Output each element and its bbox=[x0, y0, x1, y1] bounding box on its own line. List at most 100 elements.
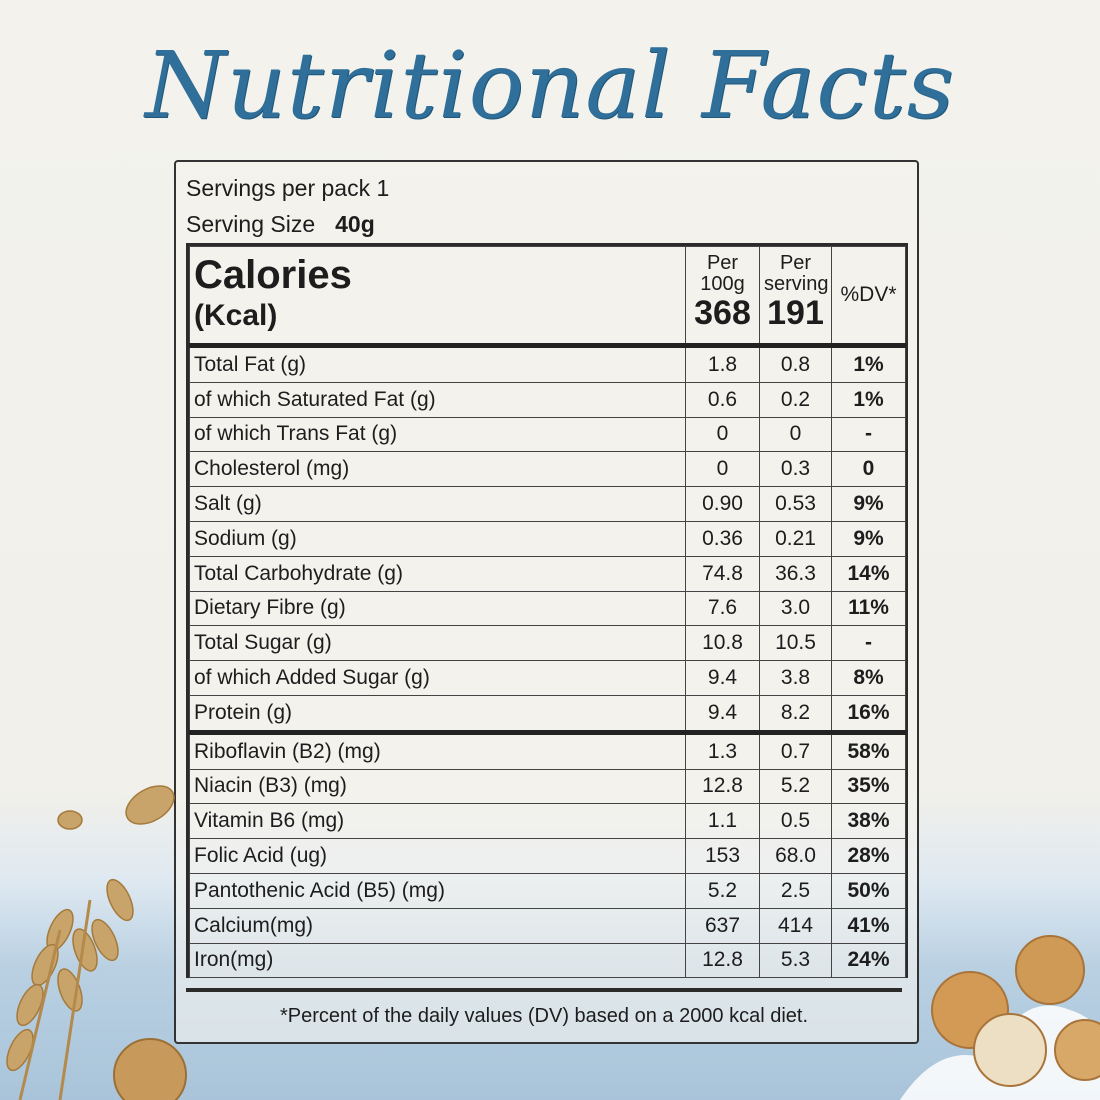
dv-value: 9% bbox=[831, 486, 906, 522]
perserving-value: 0 bbox=[759, 416, 832, 453]
table-row: Folic Acid (ug) 153 68.0 28% bbox=[189, 838, 906, 874]
table-row: Protein (g) 9.4 8.2 16% bbox=[189, 694, 906, 733]
serving-size-value: 40g bbox=[335, 211, 375, 237]
perserving-value: 5.3 bbox=[759, 942, 832, 979]
per100-value: 7.6 bbox=[685, 590, 760, 627]
table-row: Iron(mg) 12.8 5.3 24% bbox=[189, 942, 906, 979]
perserving-value: 0.53 bbox=[759, 486, 832, 522]
nutrient-name: Salt (g) bbox=[189, 486, 686, 522]
perserving-value: 5.2 bbox=[759, 768, 832, 805]
dv-value: 0 bbox=[831, 451, 906, 488]
nutrient-name: Vitamin B6 (mg) bbox=[189, 803, 686, 840]
servings-per-pack: Servings per pack 1 bbox=[186, 175, 390, 201]
per100-label: Per 100g bbox=[700, 252, 745, 295]
per100-value: 5.2 bbox=[685, 872, 760, 909]
table-row: Dietary Fibre (g) 7.6 3.0 11% bbox=[189, 590, 906, 627]
per100-value: 1.8 bbox=[685, 345, 760, 383]
per100-header: Per 100g 368 bbox=[685, 246, 760, 348]
table-row: of which Saturated Fat (g) 0.6 0.2 1% bbox=[189, 381, 906, 418]
nutrient-name: Sodium (g) bbox=[189, 520, 686, 557]
table-row: Salt (g) 0.90 0.53 9% bbox=[189, 486, 906, 522]
dv-value: 9% bbox=[831, 520, 906, 557]
per100-value: 12.8 bbox=[685, 942, 760, 979]
dv-header: %DV* bbox=[831, 246, 906, 348]
table-row: Sodium (g) 0.36 0.21 9% bbox=[189, 520, 906, 557]
perserving-header: Per serving 191 bbox=[759, 246, 832, 348]
per100-value: 637 bbox=[685, 907, 760, 944]
nutrient-name: Dietary Fibre (g) bbox=[189, 590, 686, 627]
perserving-calories: 191 bbox=[767, 294, 824, 332]
nutrition-table: Calories (Kcal) Per 100g 368 Per serving… bbox=[186, 243, 908, 979]
page-title: Nutritional Facts bbox=[145, 32, 955, 139]
dv-value: 1% bbox=[831, 345, 906, 383]
perserving-value: 0.8 bbox=[759, 345, 832, 383]
table-row: Pantothenic Acid (B5) (mg) 5.2 2.5 50% bbox=[189, 872, 906, 909]
dv-value: 38% bbox=[831, 803, 906, 840]
nutrient-name: Total Fat (g) bbox=[189, 345, 686, 383]
nutrient-name: Calcium(mg) bbox=[189, 907, 686, 944]
nutrient-name: Niacin (B3) (mg) bbox=[189, 768, 686, 805]
calories-header: Calories (Kcal) bbox=[189, 246, 686, 348]
table-row: of which Trans Fat (g) 0 0- bbox=[189, 416, 906, 453]
nutrient-name: Riboflavin (B2) (mg) bbox=[189, 729, 686, 770]
dv-value: 50% bbox=[831, 872, 906, 909]
nutrient-name: Iron(mg) bbox=[189, 942, 686, 979]
dv-value: 35% bbox=[831, 768, 906, 805]
per100-value: 0.36 bbox=[685, 520, 760, 557]
table-row: of which Added Sugar (g) 9.4 3.8 8% bbox=[189, 660, 906, 696]
perserving-value: 68.0 bbox=[759, 838, 832, 874]
per100-value: 9.4 bbox=[685, 660, 760, 696]
wheat-illustration bbox=[6, 785, 187, 1100]
dv-value: 11% bbox=[831, 590, 906, 627]
kcal-label: (Kcal) bbox=[194, 299, 278, 332]
dv-value: 24% bbox=[831, 942, 906, 979]
serving-size: Serving Size 40g bbox=[186, 206, 389, 242]
table-row: Vitamin B6 (mg) 1.1 0.5 38% bbox=[189, 803, 906, 840]
footnote: *Percent of the daily values (DV) based … bbox=[186, 988, 902, 1040]
dv-value: - bbox=[831, 625, 906, 662]
dv-value: 28% bbox=[831, 838, 906, 874]
table-row: Riboflavin (B2) (mg) 1.3 0.7 58% bbox=[189, 729, 906, 770]
nutrient-name: of which Saturated Fat (g) bbox=[189, 381, 686, 418]
table-row: Total Carbohydrate (g) 74.8 36.3 14% bbox=[189, 555, 906, 592]
per100-value: 0 bbox=[685, 451, 760, 488]
dv-value: 41% bbox=[831, 907, 906, 944]
perserving-value: 0.3 bbox=[759, 451, 832, 488]
servings-info: Servings per pack 1 Serving Size 40g bbox=[186, 170, 389, 242]
nutrient-name: of which Trans Fat (g) bbox=[189, 416, 686, 453]
nutrient-name: Total Sugar (g) bbox=[189, 625, 686, 662]
per100-value: 153 bbox=[685, 838, 760, 874]
per100-value: 1.1 bbox=[685, 803, 760, 840]
per100-value: 0.90 bbox=[685, 486, 760, 522]
calories-label: Calories bbox=[194, 253, 352, 297]
nutrient-name: Pantothenic Acid (B5) (mg) bbox=[189, 872, 686, 909]
per100-value: 0.6 bbox=[685, 381, 760, 418]
nutrient-name: Total Carbohydrate (g) bbox=[189, 555, 686, 592]
serving-size-label: Serving Size bbox=[186, 211, 316, 237]
perserving-label: Per serving bbox=[764, 252, 829, 295]
perserving-value: 8.2 bbox=[759, 694, 832, 733]
perserving-value: 3.8 bbox=[759, 660, 832, 696]
per100-calories: 368 bbox=[694, 294, 751, 332]
nutrient-name: Folic Acid (ug) bbox=[189, 838, 686, 874]
perserving-value: 0.21 bbox=[759, 520, 832, 557]
dv-value: 8% bbox=[831, 660, 906, 696]
table-row: Niacin (B3) (mg) 12.8 5.2 35% bbox=[189, 768, 906, 805]
dv-value: 58% bbox=[831, 729, 906, 770]
dv-value: 16% bbox=[831, 694, 906, 733]
per100-value: 10.8 bbox=[685, 625, 760, 662]
per100-value: 12.8 bbox=[685, 768, 760, 805]
perserving-value: 414 bbox=[759, 907, 832, 944]
nutrient-name: Protein (g) bbox=[189, 694, 686, 733]
dv-value: 1% bbox=[831, 381, 906, 418]
table-row: Calcium(mg) 637 414 41% bbox=[189, 907, 906, 944]
perserving-value: 3.0 bbox=[759, 590, 832, 627]
dv-value: 14% bbox=[831, 555, 906, 592]
cereal-illustration bbox=[900, 935, 1100, 1100]
perserving-value: 0.2 bbox=[759, 381, 832, 418]
dv-label: %DV* bbox=[840, 283, 897, 306]
nutrient-name: Cholesterol (mg) bbox=[189, 451, 686, 488]
table-row: Total Fat (g) 1.8 0.8 1% bbox=[189, 345, 906, 383]
per100-value: 1.3 bbox=[685, 729, 760, 770]
nutrient-name: of which Added Sugar (g) bbox=[189, 660, 686, 696]
